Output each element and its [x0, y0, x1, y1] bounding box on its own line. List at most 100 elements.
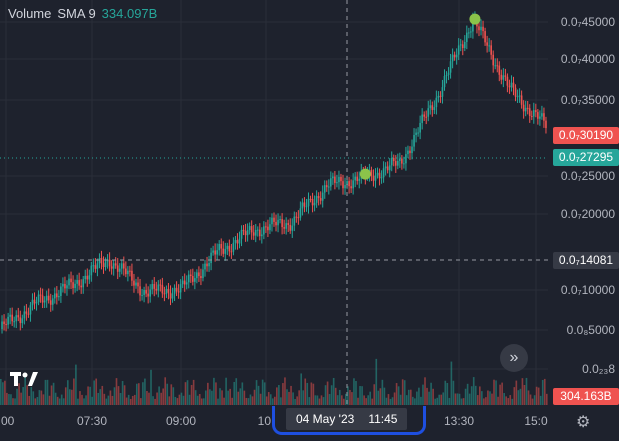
volume-bar: [46, 379, 49, 405]
candle-body: [427, 108, 430, 117]
volume-bar: [466, 383, 469, 405]
candle-body: [114, 263, 117, 266]
volume-bar: [237, 391, 240, 405]
candle-body: [388, 165, 391, 171]
volume-bar: [302, 390, 305, 405]
volume-bar: [164, 377, 167, 405]
candle-body: [526, 107, 529, 109]
volume-bar: [292, 392, 294, 405]
candle-body: [51, 298, 54, 305]
volume-bar: [123, 385, 126, 405]
volume-bar: [357, 397, 359, 405]
candle-body: [7, 316, 9, 325]
candle-body: [179, 284, 182, 293]
volume-bar: [290, 385, 292, 405]
volume-bar: [129, 398, 132, 405]
volume-bar: [117, 386, 120, 405]
crosshair-time: 11:45: [368, 412, 398, 426]
candle-body: [541, 113, 543, 117]
volume-bar: [97, 392, 100, 405]
candle-body: [11, 314, 13, 322]
volume-bar: [391, 397, 394, 405]
candle-body: [258, 229, 261, 237]
tradingview-logo-icon[interactable]: [10, 370, 42, 394]
volume-bar: [365, 398, 367, 405]
volume-bar: [304, 378, 307, 405]
candle-body: [311, 198, 314, 206]
volume-bar: [221, 390, 223, 405]
volume-bar: [487, 390, 489, 405]
volume-bar: [478, 386, 481, 405]
volume-tag: 304.163B: [553, 388, 619, 405]
candle-body: [131, 270, 133, 281]
volume-bar: [267, 392, 270, 405]
volume-bar: [192, 379, 195, 405]
volume-bar: [215, 382, 217, 405]
volume-bar: [113, 387, 116, 405]
volume-bar: [476, 395, 479, 405]
candle-body: [92, 265, 95, 267]
volume-bar: [8, 394, 10, 405]
volume-bar: [243, 390, 246, 405]
volume-bar: [95, 378, 98, 405]
volume-bar: [383, 387, 386, 405]
volume-bar: [158, 386, 160, 405]
candle-body: [122, 263, 125, 269]
volume-bar: [505, 396, 508, 405]
candle-body: [116, 265, 119, 272]
volume-bar: [328, 394, 331, 405]
candle-body: [293, 216, 296, 226]
volume-bar: [521, 378, 524, 405]
volume-bar: [308, 397, 311, 405]
volume-bar: [539, 395, 542, 405]
volume-bar: [515, 380, 518, 405]
candle-body: [220, 243, 223, 249]
candle-body: [492, 54, 495, 66]
volume-bar: [121, 380, 124, 405]
candle-body: [100, 257, 103, 264]
volume-bar: [160, 392, 162, 405]
candle-body: [238, 238, 241, 244]
candle-body: [204, 263, 206, 270]
candle-body: [301, 202, 304, 209]
volume-bar: [324, 385, 327, 405]
candle-body: [378, 172, 381, 179]
volume-bar: [182, 395, 185, 405]
volume-bar: [527, 390, 530, 405]
volume-bar: [377, 390, 380, 405]
candle-body: [411, 146, 413, 154]
crosshair-price-tag: 0.0₇14081: [553, 252, 619, 269]
volume-bar: [54, 392, 57, 405]
volume-bar: [525, 377, 528, 405]
candle-body: [189, 274, 192, 277]
volume-bar: [448, 397, 451, 405]
volume-bar: [10, 394, 12, 405]
candle-body: [147, 293, 149, 297]
volume-bar: [393, 392, 396, 405]
candle-body: [431, 105, 434, 111]
candle-body: [508, 85, 511, 88]
candle-body: [437, 95, 440, 98]
volume-bar: [387, 394, 390, 405]
volume-bar: [233, 381, 236, 405]
volume-bar: [172, 387, 175, 405]
volume-bar: [430, 382, 432, 405]
volume-bar: [207, 382, 209, 405]
candle-body: [141, 294, 143, 296]
candle-body: [303, 202, 306, 207]
candle-body: [352, 180, 354, 189]
volume-bar: [75, 364, 77, 405]
scroll-to-latest-icon[interactable]: »: [500, 344, 528, 372]
candle-body: [80, 285, 82, 288]
volume-bar: [503, 393, 505, 405]
candle-body: [149, 289, 152, 297]
volume-bar: [140, 398, 142, 405]
gear-icon[interactable]: ⚙: [576, 414, 591, 431]
volume-bar: [93, 380, 95, 405]
candle-body: [537, 112, 539, 119]
candle-body: [169, 292, 172, 299]
candle-body: [224, 249, 227, 254]
volume-bar: [83, 398, 85, 405]
volume-bar: [138, 383, 140, 405]
